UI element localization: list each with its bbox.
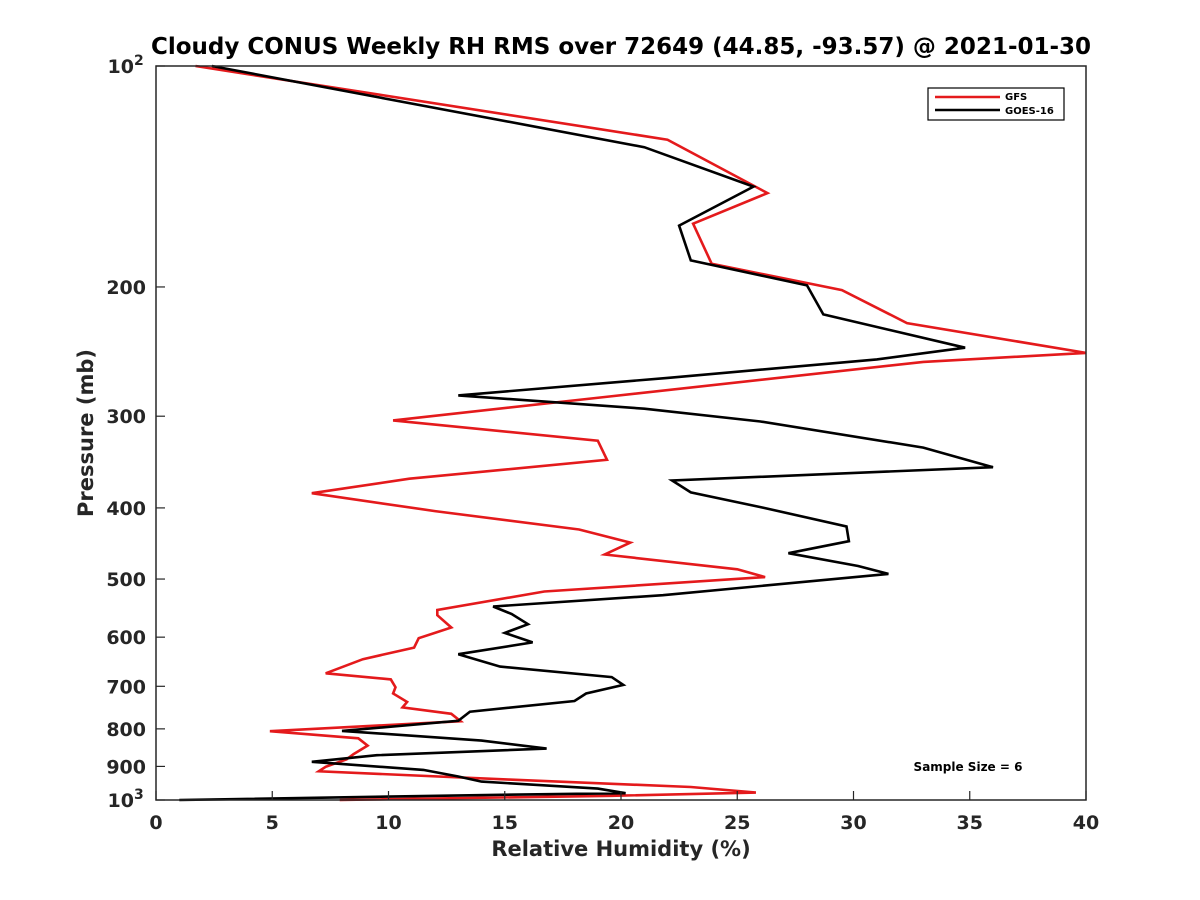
legend-label-goes16: GOES-16	[1005, 106, 1054, 117]
legend-box	[927, 87, 1065, 121]
x-tick-label: 40	[1073, 812, 1099, 834]
x-tick-label: 10	[375, 812, 401, 834]
y-tick-label: 10	[108, 56, 134, 78]
x-tick-label: 30	[840, 812, 866, 834]
legend: GFS GOES-16	[927, 87, 1065, 121]
y-tick-label: 500	[106, 569, 146, 591]
x-axis-label: Relative Humidity (%)	[491, 837, 750, 861]
y-tick-exponent: 2	[134, 53, 144, 69]
y-tick-label: 700	[106, 676, 146, 698]
y-tick-label: 200	[106, 277, 146, 299]
series-layer	[179, 64, 1087, 802]
y-tick-label: 900	[106, 756, 146, 778]
series-line-gfs	[195, 64, 1087, 802]
y-tick-label: 800	[106, 719, 146, 741]
x-tick-label: 25	[724, 812, 750, 834]
legend-label-gfs: GFS	[1005, 92, 1027, 103]
y-tick-label: 10	[108, 790, 134, 812]
chart-title: Cloudy CONUS Weekly RH RMS over 72649 (4…	[151, 34, 1091, 60]
y-tick-label: 600	[106, 627, 146, 649]
x-tick-label: 5	[266, 812, 279, 834]
y-tick-label: 400	[106, 498, 146, 520]
y-tick-label: 300	[106, 406, 146, 428]
x-tick-label: 0	[149, 812, 162, 834]
sample-size-annotation: Sample Size = 6	[914, 760, 1023, 774]
x-tick-label: 20	[608, 812, 634, 834]
series-line-goes16	[179, 64, 994, 802]
x-tick-label: 15	[492, 812, 518, 834]
x-axis-ticks: 0 5 10 15 20 25 30 35 40	[149, 791, 1099, 834]
y-axis-label: Pressure (mb)	[74, 349, 98, 517]
plot-area	[156, 66, 1086, 800]
y-tick-exponent: 3	[134, 787, 144, 803]
x-tick-label: 35	[957, 812, 983, 834]
